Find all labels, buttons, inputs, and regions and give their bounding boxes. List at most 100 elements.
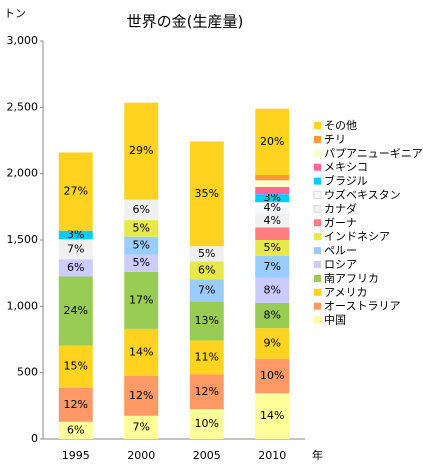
bar-segment	[255, 174, 290, 181]
legend-label: アメリカ	[324, 286, 367, 299]
legend-swatch	[314, 247, 321, 255]
legend-label: 南アフリカ	[324, 272, 379, 285]
data-label: 8%	[264, 283, 281, 296]
data-label: 20%	[260, 135, 284, 148]
data-label: 14%	[129, 345, 153, 358]
data-label: 6%	[67, 423, 84, 436]
data-label: 5%	[198, 247, 215, 260]
x-axis-label: 年	[312, 448, 323, 462]
bar-segment	[58, 230, 93, 240]
data-label: 12%	[129, 389, 153, 402]
legend-swatch	[314, 122, 321, 129]
bar-segment	[58, 345, 93, 388]
y-axis-label: トン	[4, 7, 26, 20]
y-tick-label: 500	[17, 366, 38, 379]
bar-segment	[255, 227, 290, 240]
data-label: 29%	[129, 144, 153, 157]
bar-segment	[124, 375, 159, 416]
data-label: 7%	[133, 420, 150, 433]
bar-segment	[189, 261, 224, 280]
data-label: 4%	[264, 214, 281, 227]
legend-swatch	[314, 316, 321, 324]
bar-segment	[58, 387, 93, 422]
bar-segment	[255, 214, 290, 228]
data-label: 13%	[195, 314, 219, 327]
bar-segment	[255, 240, 290, 256]
data-label: 11%	[195, 350, 219, 363]
y-tick-label: 0	[31, 432, 38, 445]
bar-segment	[189, 246, 224, 262]
legend-label: その他	[324, 119, 357, 132]
legend-label: ロシア	[324, 258, 357, 271]
bar-segment	[189, 340, 224, 375]
data-label: 10%	[260, 369, 284, 382]
chart-title: 世界の金(生産量)	[127, 13, 244, 31]
bar-segment	[189, 141, 224, 247]
data-label: 15%	[64, 360, 88, 373]
data-label: 6%	[198, 263, 215, 276]
legend-swatch	[314, 149, 321, 157]
bar-segment	[58, 421, 93, 439]
legend-label: メキシコ	[324, 161, 368, 174]
y-tick-label: 1,000	[7, 299, 39, 312]
bar-segment	[255, 393, 290, 439]
bar-segment	[255, 358, 290, 394]
bar-segment	[255, 277, 290, 304]
data-label: 7%	[264, 260, 281, 273]
bar-segment	[58, 276, 93, 346]
legend-label: ガーナ	[324, 216, 357, 229]
x-tick-label: 1995	[62, 449, 90, 462]
bar-segment	[58, 239, 93, 260]
bar-segment	[189, 301, 224, 341]
bar-segment	[124, 199, 159, 221]
x-tick-label: 2005	[193, 449, 221, 462]
legend-label: チリ	[324, 133, 346, 146]
data-label: 5%	[264, 241, 281, 254]
data-label: 5%	[133, 256, 150, 269]
y-tick-label: 2,500	[7, 100, 39, 113]
bar-segment	[255, 194, 290, 203]
legend-swatch	[314, 233, 321, 241]
bar-segment	[189, 409, 224, 439]
bar-segment	[255, 328, 290, 359]
bar-segment	[124, 328, 159, 376]
legend-swatch	[313, 191, 322, 199]
bar-segment	[124, 415, 159, 439]
data-label: 12%	[195, 385, 219, 398]
data-label: 6%	[67, 261, 84, 274]
x-tick-label: 2000	[127, 449, 155, 462]
legend-swatch	[314, 288, 321, 296]
bar-segment	[189, 374, 224, 410]
legend-swatch	[314, 261, 321, 268]
bar-segment	[255, 255, 290, 278]
legend-swatch	[313, 204, 322, 213]
data-label: 5%	[133, 221, 150, 234]
data-label: 3%	[264, 191, 281, 204]
bar-segment	[124, 236, 159, 255]
legend-swatch	[314, 177, 321, 185]
legend-label: パプアニューギニア	[324, 147, 423, 160]
data-label: 8%	[264, 309, 281, 322]
data-label: 4%	[264, 201, 281, 214]
legend-label: オーストラリア	[324, 300, 400, 313]
legend-swatch	[314, 163, 321, 171]
bar-segment	[255, 180, 290, 187]
legend-label: カナダ	[324, 201, 357, 215]
y-tick-label: 3,000	[7, 34, 39, 47]
data-label: 24%	[64, 304, 88, 317]
bar-segment	[255, 108, 290, 175]
data-label: 7%	[198, 283, 215, 296]
data-label: 27%	[64, 185, 88, 198]
data-label: 10%	[195, 417, 219, 430]
legend-swatch	[314, 219, 321, 227]
bar-segment	[58, 259, 93, 277]
bar-segment	[58, 152, 93, 231]
data-label: 9%	[264, 336, 281, 349]
y-tick-label: 2,000	[7, 167, 39, 180]
bar-segment	[124, 220, 159, 237]
data-label: 7%	[67, 242, 84, 255]
legend-label: ブラジル	[324, 174, 368, 188]
bar-segment	[255, 202, 290, 215]
legend-swatch	[314, 302, 321, 310]
